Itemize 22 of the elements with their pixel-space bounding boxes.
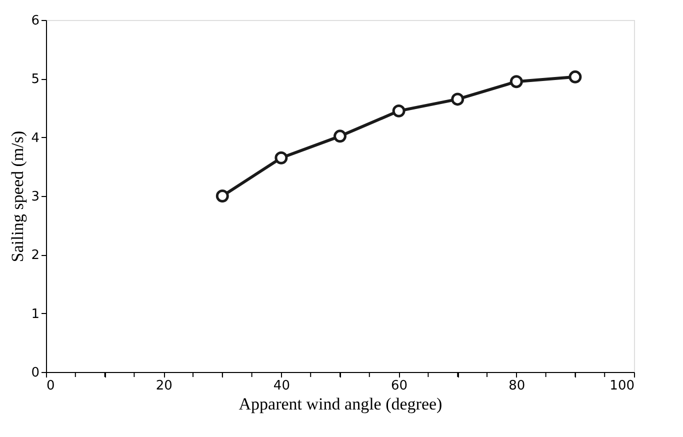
y-tick-label: 6 — [31, 14, 40, 28]
point — [216, 190, 229, 202]
x-tick-label: 40 — [273, 378, 290, 394]
y-tick-label: 5 — [31, 72, 40, 88]
y-tick-label: 2 — [31, 248, 40, 264]
x-tick-label: 60 — [391, 378, 408, 394]
x-axis-title: Apparent wind angle (degree) — [238, 394, 442, 414]
point — [451, 92, 464, 106]
y-tick-label: 3 — [31, 190, 40, 204]
x-tick-label: 0 — [46, 378, 55, 394]
x-tick-label: 80 — [508, 378, 526, 394]
point — [568, 70, 582, 84]
point — [392, 104, 406, 118]
x-tick-label: 100 — [610, 378, 634, 394]
y-tick-label: 0 — [31, 366, 40, 380]
y-axis-title: Sailing speed (m/s) — [8, 130, 28, 262]
point — [510, 75, 523, 88]
y-tick-label: 1 — [31, 306, 40, 322]
x-tick-label: 20 — [156, 378, 172, 394]
point — [334, 130, 346, 143]
point — [274, 151, 288, 164]
y-tick-label: 4 — [31, 130, 40, 146]
